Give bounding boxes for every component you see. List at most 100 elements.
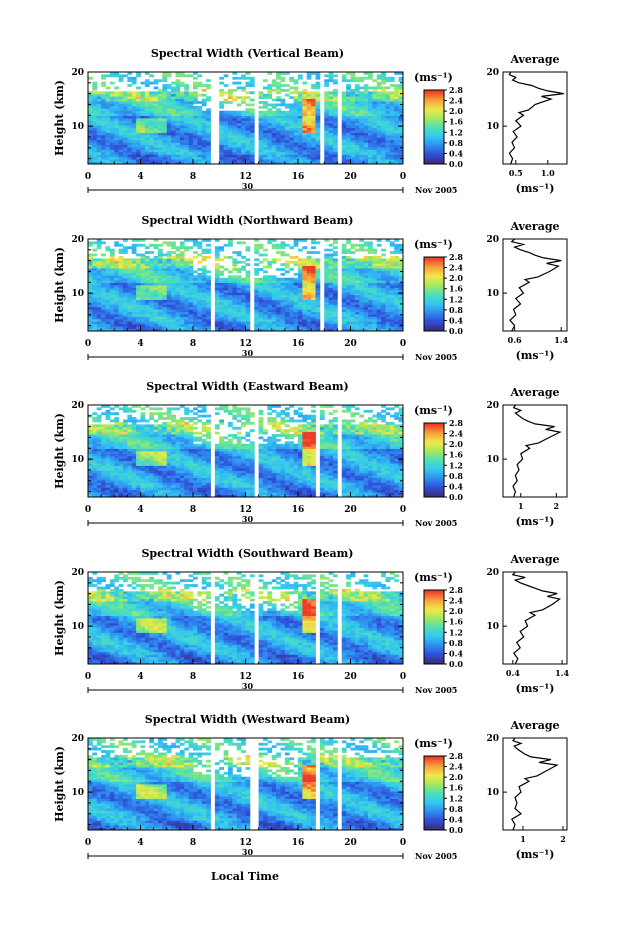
heatmap-cell	[144, 151, 150, 155]
heatmap-cell	[241, 120, 246, 124]
heatmap-cell	[350, 101, 356, 104]
heatmap-cell	[232, 132, 238, 136]
heatmap-cell	[179, 137, 185, 141]
heatmap-cell	[201, 101, 207, 104]
heatmap-cell	[289, 144, 295, 148]
heatmap-cell	[350, 243, 356, 247]
heatmap-cell	[118, 306, 124, 310]
heatmap-cell	[245, 81, 251, 85]
heatmap-cell	[105, 265, 111, 269]
heatmap-cell	[197, 74, 203, 78]
heatmap-cell	[298, 139, 303, 143]
heatmap-cell	[101, 465, 106, 469]
heatmap-cell	[236, 275, 242, 279]
heatmap-cell	[228, 323, 233, 327]
heatmap-cell	[333, 282, 338, 286]
heatmap-cell	[324, 137, 330, 141]
heatmap-cell	[267, 142, 273, 146]
heatmap-cell	[385, 268, 391, 271]
heatmap-cell	[241, 301, 246, 305]
heatmap-cell	[293, 328, 299, 332]
heatmap-cell	[302, 127, 308, 131]
heatmap-cell	[289, 294, 295, 298]
heatmap-cell	[88, 161, 93, 165]
heatmap-cell	[158, 105, 163, 109]
heatmap-cell	[359, 144, 365, 148]
heatmap-cell	[96, 246, 102, 250]
heatmap-cell	[324, 96, 330, 100]
heatmap-cell	[398, 151, 404, 155]
heatmap-cell	[346, 110, 351, 114]
heatmap-cell	[188, 297, 194, 300]
heatmap-cell	[96, 326, 102, 329]
heatmap-cell	[136, 103, 141, 107]
heatmap-cell	[394, 323, 400, 327]
heatmap-cell	[350, 318, 356, 322]
heatmap-cell	[245, 275, 251, 279]
heatmap-cell	[188, 105, 194, 109]
heatmap-cell	[258, 134, 264, 138]
heatmap-cell	[302, 105, 308, 109]
heatmap-cell	[88, 484, 93, 488]
heatmap-cell	[88, 134, 93, 138]
heatmap-cell	[188, 125, 194, 129]
heatmap-cell	[381, 125, 386, 129]
heatmap-cell	[158, 260, 163, 264]
heatmap-cell	[298, 301, 303, 305]
heatmap-cell	[236, 134, 242, 138]
heatmap-cell	[127, 268, 133, 271]
heatmap-cell	[324, 255, 330, 259]
heatmap-cell	[88, 272, 93, 276]
heatmap-cell	[105, 326, 111, 329]
heatmap-cell	[315, 268, 321, 271]
heatmap-cell	[236, 149, 242, 153]
heatmap-cell	[92, 115, 98, 119]
heatmap-cell	[184, 311, 190, 315]
heatmap-cell	[280, 122, 286, 126]
heatmap-cell	[276, 154, 281, 158]
heatmap-cell	[254, 297, 260, 300]
heatmap-cell	[144, 132, 150, 136]
heatmap-cell	[175, 294, 181, 298]
heatmap-cell	[127, 161, 133, 165]
heatmap-cell	[101, 253, 106, 257]
heatmap-cell	[276, 285, 281, 288]
heatmap-cell	[363, 115, 369, 119]
heatmap-cell	[127, 275, 133, 279]
heatmap-cell	[127, 299, 133, 303]
heatmap-cell	[236, 270, 242, 274]
heatmap-cell	[118, 289, 124, 293]
heatmap-cell	[109, 314, 115, 317]
heatmap-cell	[232, 98, 238, 102]
heatmap-cell	[324, 154, 330, 158]
heatmap-cell	[394, 115, 400, 119]
heatmap-cell	[88, 287, 93, 291]
heatmap-cell	[197, 294, 203, 298]
heatmap-cell	[201, 294, 207, 298]
heatmap-cell	[96, 96, 102, 100]
heatmap-cell	[144, 139, 150, 143]
heatmap-cell	[149, 280, 155, 283]
heatmap-cell	[223, 311, 229, 315]
heatmap-cell	[88, 139, 93, 143]
heatmap-cell	[219, 130, 225, 133]
heatmap-cell	[368, 294, 373, 298]
heatmap-cell	[346, 321, 351, 325]
heatmap-cell	[114, 441, 120, 445]
heatmap-cell	[214, 282, 220, 286]
heatmap-cell	[214, 306, 220, 310]
heatmap-cell	[302, 328, 308, 332]
heatmap-cell	[271, 134, 277, 138]
heatmap-cell	[306, 306, 312, 310]
heatmap-cell	[131, 151, 137, 155]
heatmap-cell	[144, 156, 150, 160]
heatmap-cell	[284, 328, 290, 332]
heatmap-cell	[315, 285, 321, 288]
heatmap-cell	[184, 277, 190, 281]
heatmap-cell	[298, 282, 303, 286]
heatmap-cell	[131, 438, 137, 442]
heatmap-cell	[315, 96, 321, 100]
heatmap-cell	[140, 91, 146, 95]
heatmap-cell	[271, 321, 277, 325]
heatmap-cell	[144, 122, 150, 126]
